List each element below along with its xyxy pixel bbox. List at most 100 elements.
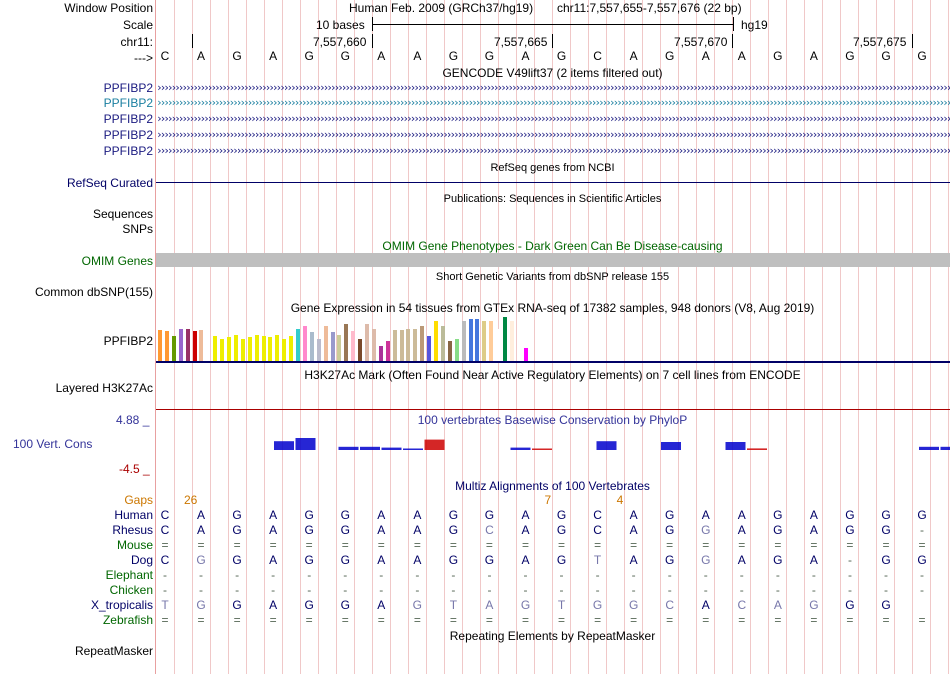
gtex-tissue-bar[interactable] bbox=[475, 318, 480, 361]
gtex-tissue-bar[interactable] bbox=[344, 323, 349, 361]
publications-sequences-label[interactable]: Sequences bbox=[92, 207, 153, 221]
gencode-gene-label[interactable]: PPFIBP2 bbox=[103, 96, 153, 110]
gencode-gene-label[interactable]: PPFIBP2 bbox=[103, 112, 153, 126]
gtex-tissue-bar[interactable] bbox=[247, 337, 252, 361]
phylop-score-glyph[interactable] bbox=[596, 441, 617, 450]
gtex-tissue-bar[interactable] bbox=[399, 329, 404, 361]
gtex-tissue-bar[interactable] bbox=[282, 338, 287, 361]
phylop-score-glyph[interactable] bbox=[510, 447, 531, 450]
h3k27ac-track-label[interactable]: Layered H3K27Ac bbox=[55, 381, 153, 395]
gtex-tissue-bar[interactable] bbox=[371, 328, 376, 361]
phylop-score-glyph[interactable] bbox=[295, 438, 316, 450]
gtex-tissue-bar[interactable] bbox=[392, 329, 397, 361]
gencode-gene-label[interactable]: PPFIBP2 bbox=[103, 128, 153, 142]
gtex-tissue-bar[interactable] bbox=[164, 331, 169, 361]
phylop-conservation-plot[interactable] bbox=[156, 430, 950, 470]
omim-gene-block[interactable] bbox=[156, 253, 950, 267]
refseq-gene-line[interactable] bbox=[156, 182, 950, 183]
gtex-tissue-bar[interactable] bbox=[468, 318, 473, 361]
gtex-tissue-bar[interactable] bbox=[509, 320, 514, 361]
gtex-tissue-bar[interactable] bbox=[316, 338, 321, 361]
gtex-tissue-bar[interactable] bbox=[275, 334, 280, 361]
gtex-tissue-bar[interactable] bbox=[233, 334, 238, 361]
species-label[interactable]: Dog bbox=[130, 553, 153, 567]
gencode-gene-label[interactable]: PPFIBP2 bbox=[103, 144, 153, 158]
gtex-tissue-bar[interactable] bbox=[213, 336, 218, 361]
gtex-tissue-bar[interactable] bbox=[192, 331, 197, 361]
gtex-tissue-bar[interactable] bbox=[323, 325, 328, 361]
phylop-score-glyph[interactable] bbox=[661, 442, 681, 450]
gtex-tissue-bar[interactable] bbox=[268, 337, 273, 361]
gtex-tissue-bar[interactable] bbox=[309, 332, 314, 361]
phylop-score-glyph[interactable] bbox=[747, 448, 767, 450]
gtex-tissue-bar[interactable] bbox=[482, 320, 487, 361]
phylop-score-glyph[interactable] bbox=[919, 446, 939, 450]
gtex-tissue-bar[interactable] bbox=[434, 320, 438, 361]
gencode-transcript[interactable]: ››››››››››››››››››››››››››››››››››››››››… bbox=[156, 81, 950, 94]
gtex-tissue-bar[interactable] bbox=[158, 329, 162, 361]
phylop-score-glyph[interactable] bbox=[403, 448, 423, 451]
gtex-tissue-bar[interactable] bbox=[503, 317, 507, 361]
gencode-transcript[interactable]: ››››››››››››››››››››››››››››››››››››››››… bbox=[156, 128, 950, 141]
gtex-tissue-bar[interactable] bbox=[447, 341, 452, 361]
gencode-gene-label[interactable]: PPFIBP2 bbox=[103, 81, 153, 95]
aligned-base: = bbox=[846, 538, 854, 552]
gtex-tissue-bar[interactable] bbox=[185, 328, 190, 361]
gtex-tissue-bar[interactable] bbox=[454, 338, 459, 361]
refseq-track-label[interactable]: RefSeq Curated bbox=[66, 176, 153, 190]
gtex-tissue-bar[interactable] bbox=[261, 336, 266, 361]
phylop-score-glyph[interactable] bbox=[338, 446, 359, 450]
species-label[interactable]: Zebrafish bbox=[102, 613, 153, 627]
grid-line bbox=[300, 0, 301, 674]
gencode-transcript[interactable]: ››››››››››››››››››››››››››››››››››››››››… bbox=[156, 144, 950, 157]
species-label[interactable]: Human bbox=[114, 508, 153, 522]
gtex-tissue-bar[interactable] bbox=[420, 325, 425, 361]
omim-track-label[interactable]: OMIM Genes bbox=[81, 254, 153, 268]
species-label[interactable]: Rhesus bbox=[112, 523, 153, 537]
gtex-tissue-bar[interactable] bbox=[440, 325, 445, 361]
gtex-tissue-bar[interactable] bbox=[199, 329, 204, 361]
species-label[interactable]: Mouse bbox=[116, 538, 153, 552]
gtex-bar-chart[interactable] bbox=[156, 316, 656, 361]
phylop-score-glyph[interactable] bbox=[725, 442, 746, 450]
species-label[interactable]: Chicken bbox=[109, 583, 153, 597]
gtex-tissue-bar[interactable] bbox=[330, 332, 335, 361]
gtex-tissue-bar[interactable] bbox=[496, 328, 501, 361]
phylop-score-glyph[interactable] bbox=[360, 446, 380, 450]
repeatmasker-track-label[interactable]: RepeatMasker bbox=[74, 644, 153, 658]
phylop-score-glyph[interactable] bbox=[532, 448, 552, 451]
phylop-score-glyph[interactable] bbox=[381, 447, 402, 450]
gtex-tissue-bar[interactable] bbox=[427, 336, 432, 361]
gtex-tissue-bar[interactable] bbox=[351, 331, 356, 361]
gtex-tissue-bar[interactable] bbox=[296, 328, 300, 361]
gencode-transcript[interactable]: ››››››››››››››››››››››››››››››››››››››››… bbox=[156, 112, 950, 125]
gtex-tissue-bar[interactable] bbox=[171, 336, 176, 361]
phylop-score-glyph[interactable] bbox=[274, 441, 294, 450]
species-label[interactable]: Elephant bbox=[105, 568, 153, 582]
gtex-tissue-bar[interactable] bbox=[378, 346, 383, 361]
gtex-tissue-bar[interactable] bbox=[337, 334, 342, 361]
publications-snps-label[interactable]: SNPs bbox=[122, 222, 153, 236]
gtex-tissue-bar[interactable] bbox=[489, 320, 494, 361]
phylop-track-label[interactable]: 100 Vert. Cons bbox=[13, 437, 93, 451]
gtex-tissue-bar[interactable] bbox=[302, 325, 307, 361]
gtex-tissue-bar[interactable] bbox=[227, 337, 231, 361]
gtex-tissue-bar[interactable] bbox=[178, 328, 183, 361]
gtex-tissue-bar[interactable] bbox=[365, 323, 369, 361]
gtex-tissue-bar[interactable] bbox=[254, 334, 259, 361]
gtex-tissue-bar[interactable] bbox=[461, 320, 466, 361]
gencode-transcript[interactable]: ››››››››››››››››››››››››››››››››››››››››… bbox=[156, 96, 950, 109]
gtex-tissue-bar[interactable] bbox=[289, 336, 294, 361]
gtex-tissue-bar[interactable] bbox=[523, 348, 528, 361]
phylop-score-glyph[interactable] bbox=[424, 439, 445, 450]
gtex-tissue-bar[interactable] bbox=[358, 338, 363, 361]
gtex-tissue-bar[interactable] bbox=[385, 341, 390, 361]
gtex-tissue-bar[interactable] bbox=[413, 328, 418, 361]
species-label[interactable]: X_tropicalis bbox=[90, 598, 153, 612]
gtex-tissue-bar[interactable] bbox=[240, 338, 245, 361]
phylop-score-glyph[interactable] bbox=[940, 446, 950, 450]
gtex-tissue-bar[interactable] bbox=[406, 328, 411, 361]
dbsnp-track-label[interactable]: Common dbSNP(155) bbox=[34, 285, 153, 299]
gtex-track-label[interactable]: PPFIBP2 bbox=[103, 334, 153, 348]
gtex-tissue-bar[interactable] bbox=[220, 338, 225, 361]
